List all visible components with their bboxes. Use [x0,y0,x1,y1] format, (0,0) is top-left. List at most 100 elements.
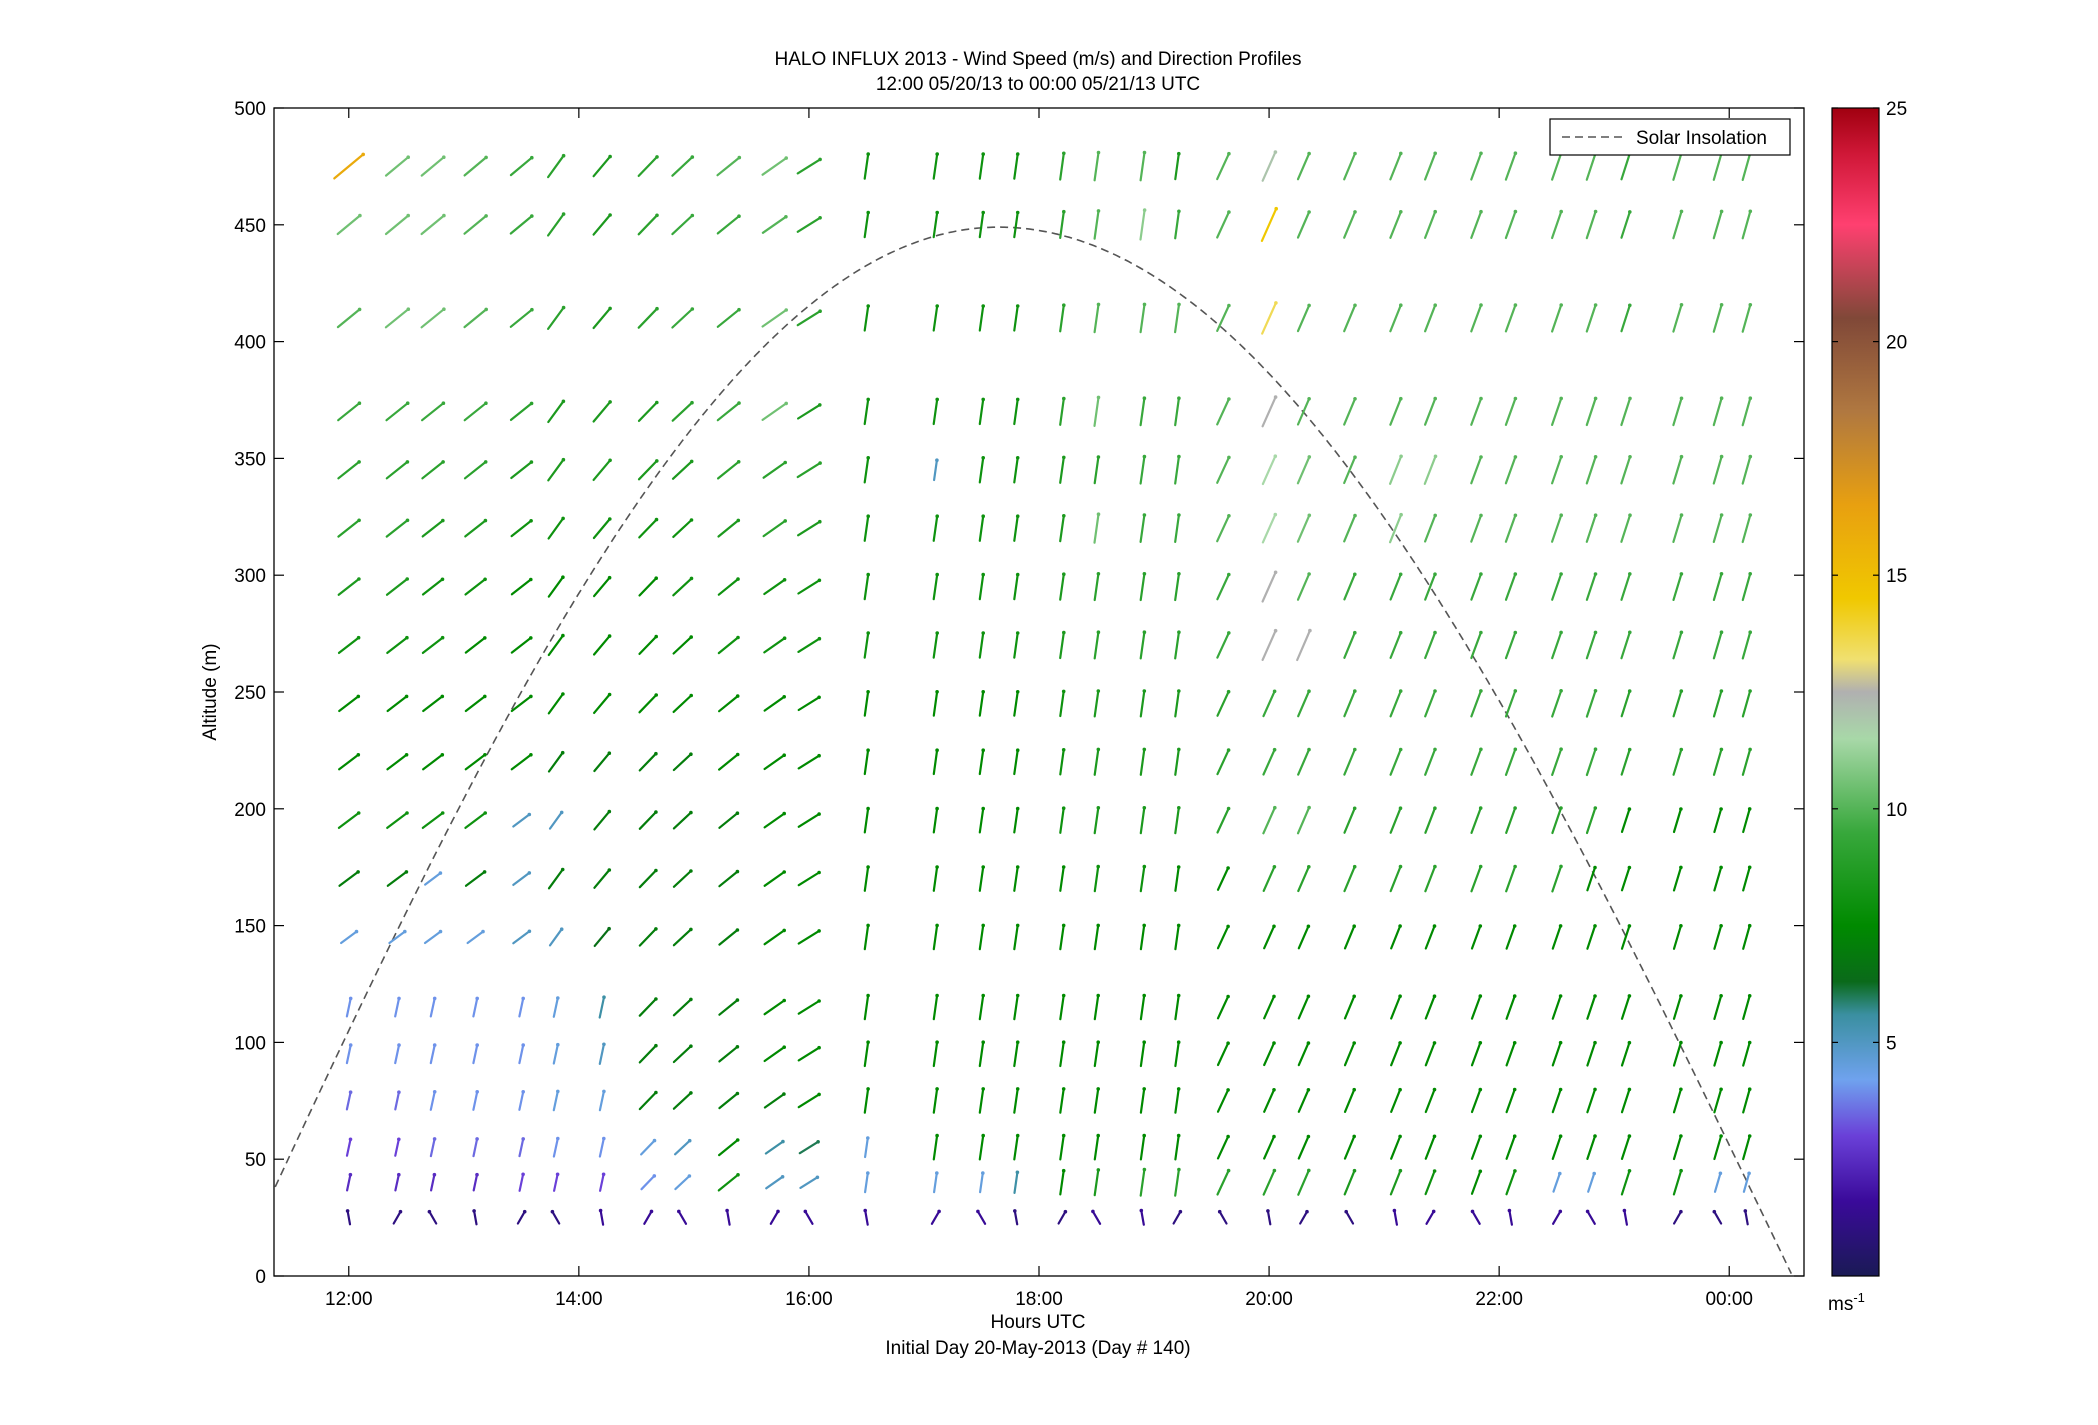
wind-vector-shaft [1059,210,1065,239]
wind-vector-shaft [420,156,445,177]
wind-vector-shaft [1174,806,1180,835]
wind-vector-head [530,214,534,218]
wind-vector-head [866,1040,870,1044]
wind-vector-shaft [863,1041,870,1068]
wind-vector-head [1061,1087,1066,1091]
wind-vector-shaft [932,459,939,482]
wind-vector-shaft [718,998,739,1016]
wind-vector-head [1227,210,1231,214]
wind-vector-head [866,572,870,577]
wind-vector-shaft [421,578,444,596]
wind-vector-head [737,307,741,312]
wind-vector-shaft [673,1139,691,1156]
x-axis-sublabel: Initial Day 20-May-2013 (Day # 140) [885,1338,1190,1359]
wind-vector-shaft [932,515,939,542]
wind-vector-head [357,460,361,464]
wind-vector-head [1176,865,1181,869]
wind-vector-shaft [638,577,658,597]
wind-vector-head [405,577,410,581]
wind-vector-shaft [763,929,786,946]
wind-vector-shaft [932,304,939,332]
wind-vector-shaft [1741,748,1752,776]
y-axis-label: Altitude (m) [200,643,221,740]
wind-vector-shaft [978,924,985,951]
wind-vector-head [1352,994,1356,999]
wind-vector-shaft [1343,573,1356,601]
wind-vector-head [1432,1087,1437,1092]
wind-vector-head [1628,396,1632,401]
wind-vector-shaft [1550,514,1563,543]
wind-vector-shaft [716,402,741,422]
wind-vector-head [561,633,565,638]
wind-vector-head [608,517,612,521]
wind-vector-shaft [763,1046,786,1063]
wind-vector-shaft [1389,304,1402,333]
wind-vector-shaft [1550,455,1563,485]
wind-vector-head [866,152,870,156]
wind-vector-head [1398,1087,1402,1092]
wind-vector-shaft [1297,748,1311,776]
wind-vector-shaft [638,869,658,889]
wind-vector-shaft [1093,303,1100,334]
wind-vector-shaft [1742,1041,1751,1067]
wind-vector-shaft [1059,304,1065,333]
wind-vector-head [1272,689,1277,694]
y-tick-label: 350 [234,449,266,470]
wind-vector-head [1015,152,1020,156]
wind-vector-head [1593,630,1598,635]
wind-vector-shaft [552,1173,559,1192]
wind-vector-head [1679,747,1684,752]
wind-vector-shaft [863,1087,870,1114]
wind-vector-head [1719,807,1723,811]
wind-vector-shaft [797,871,821,887]
wind-vector-head [1096,1040,1100,1044]
wind-vector-shaft [1585,210,1597,240]
colorbar-tick-label: 20 [1886,333,1907,354]
wind-vector-head [1712,1209,1717,1214]
wind-vector-head [1478,1169,1483,1174]
wind-vector-head [1513,806,1517,810]
wind-vector-shaft [1470,689,1483,718]
wind-vector-head [1747,1087,1752,1091]
wind-vector-shaft [797,999,821,1015]
wind-vector-head [1558,1134,1563,1138]
wind-vector-shaft [1672,572,1683,602]
wind-vector-shaft [1741,397,1752,427]
wind-vector-shaft [1343,152,1357,181]
wind-vector-shaft [1586,924,1597,950]
wind-vector-shaft [930,1210,941,1225]
wind-vector-shaft [637,307,659,329]
wind-vector-shaft [671,156,694,177]
wind-vector-head [818,519,822,524]
wind-vector-shaft [1672,1041,1683,1067]
wind-vector-head [1512,924,1517,928]
wind-vector-shaft [1216,1135,1230,1160]
wind-vector-head [1177,302,1181,307]
wind-vector-head [1353,513,1357,518]
wind-vector-head [602,1042,606,1047]
wind-vector-head [1628,513,1632,517]
wind-vector-head [1748,747,1752,752]
wind-vector-shaft [429,997,436,1018]
wind-vector-shaft [464,519,487,538]
wind-vector-shaft [463,156,488,177]
wind-vector-shaft [1620,514,1632,543]
wind-vector-shaft [1343,865,1356,893]
wind-vector-shaft [592,576,611,598]
wind-vector-head [1061,1168,1066,1173]
wind-vector-head [1479,747,1483,752]
wind-vector-head [483,460,488,464]
wind-vector-shaft [763,695,786,712]
wind-vector-shaft [1139,994,1146,1021]
wind-vector-head [356,811,361,815]
wind-vector-head [483,811,488,815]
wind-vector-head [866,1136,870,1140]
plot-area [273,107,1805,1277]
wind-vector-head [1398,864,1403,869]
wind-vector-head [1679,303,1684,307]
wind-vector-shaft [978,749,985,776]
wind-vector-shaft [1059,1134,1065,1161]
wind-vector-shaft [761,402,788,421]
wind-vector-shaft [762,519,787,538]
wind-vector-shaft [1551,689,1563,718]
